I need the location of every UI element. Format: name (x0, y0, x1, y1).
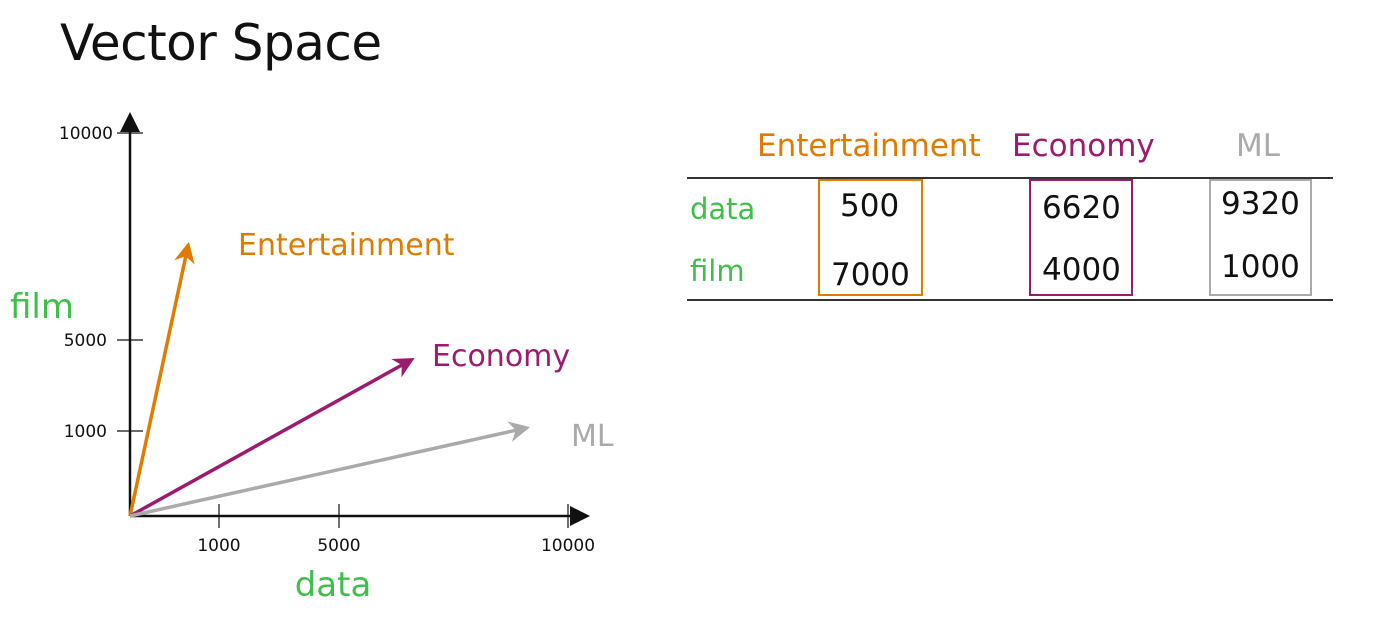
table-cell: 4000 (1042, 252, 1121, 288)
vector-ml (129, 421, 531, 518)
vector-label-economy: Economy (432, 339, 570, 374)
x-axis-label: data (295, 565, 372, 605)
row-label-data: data (690, 192, 756, 226)
column-box-ml (1209, 179, 1312, 296)
table-bottom-rule (687, 299, 1333, 301)
y-tick-label: 5000 (64, 331, 107, 351)
table-cell: 500 (840, 188, 900, 224)
column-header-economy: Economy (1012, 128, 1155, 164)
row-label-film: film (690, 254, 745, 288)
table-cell: 6620 (1042, 190, 1121, 226)
y-tick-label: 10000 (59, 124, 113, 144)
table-cell: 1000 (1221, 249, 1300, 285)
y-tick-label: 1000 (64, 422, 107, 442)
column-header-entertainment: Entertainment (757, 128, 981, 164)
table-cell: 9320 (1221, 186, 1300, 222)
vector-economy (129, 357, 415, 518)
vector-label-entertainment: Entertainment (238, 228, 455, 263)
vector-space-diagram: 1000 5000 10000 1000 5000 10000 data fil… (10, 112, 614, 605)
table-cell: 7000 (831, 257, 910, 293)
x-tick-label: 5000 (317, 536, 360, 556)
column-box-economy (1029, 179, 1133, 296)
vector-entertainment (128, 241, 195, 517)
x-tick-label: 1000 (197, 536, 240, 556)
column-header-ml: ML (1236, 128, 1281, 164)
table-top-rule (687, 177, 1333, 179)
vector-label-ml: ML (571, 419, 614, 454)
page-title: Vector Space (60, 14, 382, 72)
column-box-entertainment (818, 179, 923, 296)
x-tick-label: 10000 (541, 536, 595, 556)
y-axis-label: film (10, 287, 74, 327)
